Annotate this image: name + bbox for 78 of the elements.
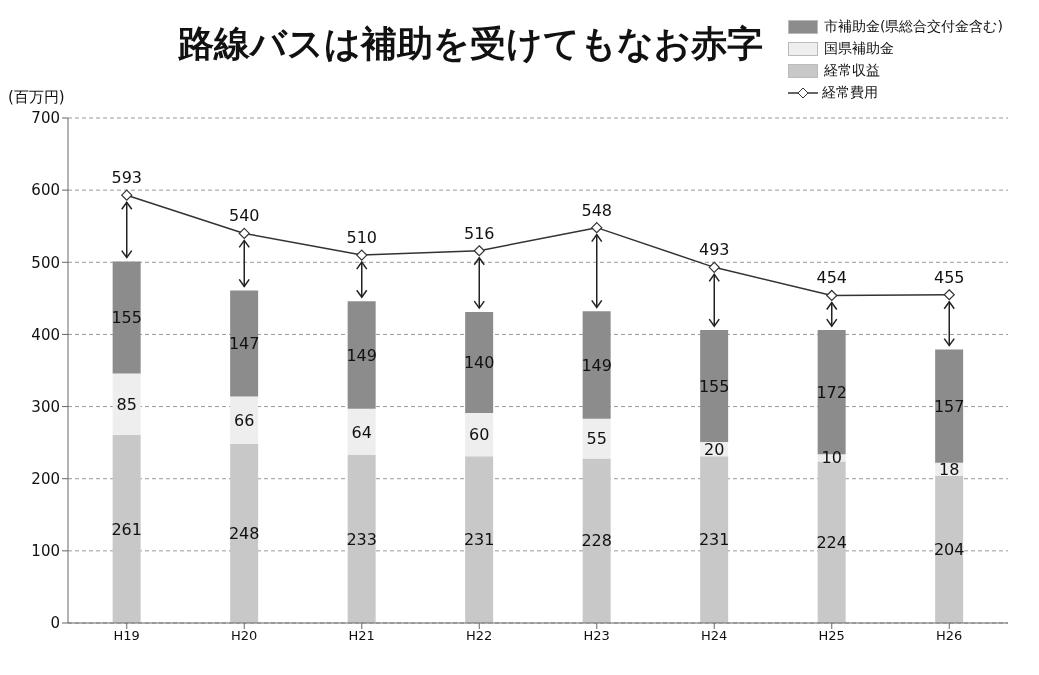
data-label: 20	[703, 439, 725, 459]
x-tick-label: H22	[466, 628, 493, 644]
data-label: 155	[111, 308, 142, 328]
data-label: 248	[228, 524, 260, 544]
point	[826, 289, 838, 302]
bar	[700, 330, 729, 442]
bar	[582, 311, 611, 419]
y-tick-label: 600	[31, 181, 60, 200]
data-label: 454	[816, 268, 848, 288]
bar	[700, 456, 729, 623]
data-label: 224	[816, 532, 847, 552]
x-tick-label: H20	[231, 628, 258, 644]
legend-label: 経常収益	[824, 62, 880, 80]
data-label: 510	[346, 228, 378, 248]
x-tick-label: H23	[583, 628, 610, 644]
data-label: 548	[581, 200, 613, 220]
data-label: 261	[111, 519, 142, 539]
y-tick-label: 500	[31, 253, 60, 272]
point	[356, 249, 368, 261]
point	[943, 289, 955, 301]
legend-label: 市補助金(県総合交付金含む)	[824, 18, 1003, 36]
data-label: 55	[586, 429, 607, 449]
point	[591, 222, 603, 234]
bar	[230, 290, 259, 397]
data-label: 516	[463, 223, 495, 243]
y-tick-label: 400	[31, 325, 60, 344]
x-tick-label: H26	[936, 628, 963, 644]
data-label: 64	[351, 422, 372, 442]
data-label: 231	[463, 530, 495, 550]
data-label: 149	[346, 345, 377, 365]
bar	[935, 475, 964, 623]
data-label: 233	[346, 529, 377, 549]
data-label: 172	[816, 382, 847, 402]
data-label: 149	[581, 355, 612, 375]
data-label: 147	[228, 334, 260, 354]
data-label: 155	[698, 376, 730, 396]
bar	[112, 261, 141, 374]
data-label: 85	[116, 394, 137, 414]
data-label: 593	[111, 168, 143, 188]
legend-label: 国県補助金	[824, 40, 894, 58]
point	[473, 245, 485, 257]
y-axis-title: (百万円)	[8, 88, 65, 107]
y-tick-label: 100	[31, 542, 60, 561]
bar	[112, 373, 141, 435]
legend-label: 経常費用	[822, 84, 878, 102]
bar	[230, 396, 259, 445]
x-tick-label: H24	[701, 628, 728, 644]
point	[121, 189, 133, 201]
point	[238, 227, 250, 240]
data-label: 157	[933, 396, 965, 416]
data-label: 204	[933, 540, 965, 560]
bar	[230, 444, 259, 623]
x-tick-label: H19	[113, 628, 140, 644]
y-tick-label: 700	[31, 109, 60, 128]
data-label: 60	[468, 425, 490, 445]
data-label: 231	[698, 530, 730, 550]
chart-title: 路線バスは補助を受けてもなお赤字	[178, 22, 763, 66]
data-label: 228	[581, 531, 612, 551]
data-label: 455	[933, 267, 965, 287]
y-tick-label: 200	[31, 470, 60, 489]
bar	[465, 456, 494, 623]
bar	[347, 454, 376, 623]
point	[708, 261, 720, 273]
x-tick-label: H25	[818, 628, 845, 644]
bar	[935, 349, 964, 463]
bar	[112, 434, 141, 623]
y-tick-label: 300	[31, 397, 60, 416]
data-label: 18	[938, 460, 960, 480]
x-tick-label: H21	[348, 628, 375, 644]
y-tick-label: 0	[50, 614, 60, 633]
data-label: 493	[698, 240, 730, 260]
bar	[582, 458, 611, 623]
bar	[582, 418, 611, 459]
data-label: 66	[233, 410, 255, 430]
data-label: 10	[821, 448, 842, 468]
bar	[347, 301, 376, 409]
bar	[817, 461, 846, 623]
data-label: 540	[228, 206, 260, 226]
